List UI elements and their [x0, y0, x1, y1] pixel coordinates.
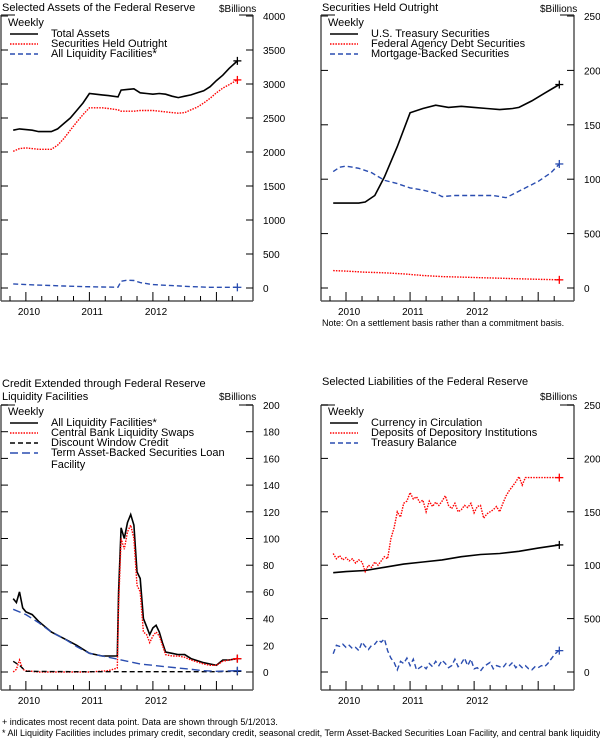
x-tick-label: 2011	[81, 696, 103, 707]
y-tick-label: 2500	[584, 401, 600, 412]
y-tick-label: 0	[263, 284, 269, 295]
chart-title-credit-line1: Credit Extended through Federal Reserve	[2, 378, 206, 390]
unit-label-assets: $Billions	[219, 4, 257, 15]
series-line-all-liquidity-facilities	[12, 512, 238, 667]
x-tick-label: 2011	[81, 307, 103, 318]
y-tick-label: 500	[263, 250, 280, 261]
y-tick-label: 1000	[584, 175, 600, 186]
legend-label: U.S. Treasury Securities	[371, 28, 490, 40]
legend-label: Discount Window Credit	[51, 437, 168, 449]
x-tick-label: 2010	[338, 696, 361, 707]
y-tick-label: 1500	[584, 508, 600, 519]
chart-title-liabilities: Selected Liabilities of the Federal Rese…	[322, 376, 529, 388]
y-tick-label: 4000	[263, 12, 286, 23]
y-tick-label: 0	[584, 284, 590, 295]
y-tick-label: 2000	[584, 454, 600, 465]
legend-label: All Liquidity Facilities*	[51, 417, 157, 429]
y-tick-label: 2000	[263, 148, 286, 159]
chart-title-credit: Credit Extended through Federal Reserve …	[2, 378, 206, 404]
y-tick-label: 200	[263, 401, 280, 412]
y-tick-label: 180	[263, 428, 280, 439]
series-line-currency-in-circulation	[333, 544, 560, 574]
y-tick-label: 3500	[263, 46, 286, 57]
legend-label: Securities Held Outright	[51, 38, 167, 50]
series-line-all-liquidity-facilities	[13, 279, 238, 288]
legend-label: Mortgage-Backed Securities	[371, 48, 510, 60]
legend-frequency-label: Weekly	[8, 406, 44, 418]
x-tick-label: 2010	[18, 307, 41, 318]
legend-label: Currency in Circulation	[371, 417, 482, 429]
y-tick-label: 160	[263, 454, 280, 465]
y-tick-label: 3000	[263, 80, 286, 91]
footnote-recent: + indicates most recent data point. Data…	[2, 717, 278, 727]
chart-title-credit-line2: Liquidity Facilities	[2, 391, 89, 403]
y-tick-label: 1000	[263, 216, 286, 227]
series-line-term-asset-backed-securities-loan-facility	[12, 608, 238, 673]
series-line-treasury-balance	[332, 637, 560, 672]
series-line-deposits-of-depository-institutions	[332, 475, 560, 574]
legend-frequency-label: Weekly	[328, 17, 364, 29]
unit-label-liabilities: $Billions	[540, 392, 578, 403]
y-tick-label: 2500	[584, 12, 600, 23]
y-tick-label: 500	[584, 230, 600, 241]
unit-label-securities: $Billions	[540, 4, 578, 15]
x-tick-label: 2010	[338, 307, 361, 318]
y-tick-label: 60	[263, 588, 275, 599]
footnote-liquidity: * All Liquidity Facilities includes prim…	[2, 728, 600, 738]
x-tick-label: 2012	[145, 696, 168, 707]
series-line-u-s-treasury-securities	[333, 83, 560, 204]
securities-note: Note: On a settlement basis rather than …	[322, 318, 565, 328]
x-tick-label: 2011	[402, 696, 424, 707]
y-tick-label: 2500	[263, 114, 286, 125]
legend-label: All Liquidity Facilities*	[51, 48, 157, 60]
legend-label: Central Bank Liquidity Swaps	[51, 427, 195, 439]
unit-label-credit: $Billions	[219, 392, 257, 403]
series-line-mortgage-backed-securities	[332, 163, 560, 199]
y-tick-label: 80	[263, 561, 275, 572]
legend-label: Term Asset-Backed Securities Loan Facilit…	[51, 447, 225, 471]
y-tick-label: 40	[263, 615, 275, 626]
x-tick-label: 2012	[466, 307, 489, 318]
y-tick-label: 100	[263, 535, 280, 546]
x-tick-label: 2012	[466, 696, 489, 707]
chart-title-securities: Securities Held Outright	[322, 2, 439, 14]
series-line-federal-agency-debt-securities	[333, 269, 560, 281]
series-line-central-bank-liquidity-swaps	[12, 523, 238, 673]
y-tick-label: 0	[584, 668, 590, 679]
y-tick-label: 0	[263, 668, 269, 679]
y-tick-label: 1500	[263, 182, 286, 193]
series-line-total-assets	[13, 60, 238, 133]
series-line-discount-window-credit	[12, 660, 238, 673]
legend-label: Treasury Balance	[371, 437, 457, 449]
y-tick-label: 1500	[584, 121, 600, 132]
x-tick-label: 2011	[402, 307, 424, 318]
legend-label: Total Assets	[51, 28, 110, 40]
y-tick-label: 120	[263, 508, 280, 519]
x-tick-label: 2010	[18, 696, 41, 707]
y-tick-label: 20	[263, 641, 275, 652]
legend-frequency-label: Weekly	[8, 17, 44, 29]
y-tick-label: 1000	[584, 561, 600, 572]
x-tick-label: 2012	[145, 307, 168, 318]
y-tick-label: 500	[584, 615, 600, 626]
y-tick-label: 2000	[584, 66, 600, 77]
chart-title-assets: Selected Assets of the Federal Reserve	[2, 2, 196, 14]
y-tick-label: 140	[263, 481, 280, 492]
series-line-securities-held-outright	[12, 79, 238, 152]
legend-frequency-label: Weekly	[328, 406, 364, 418]
legend-label: Deposits of Depository Institutions	[371, 427, 538, 439]
legend-label: Federal Agency Debt Securities	[371, 38, 526, 50]
